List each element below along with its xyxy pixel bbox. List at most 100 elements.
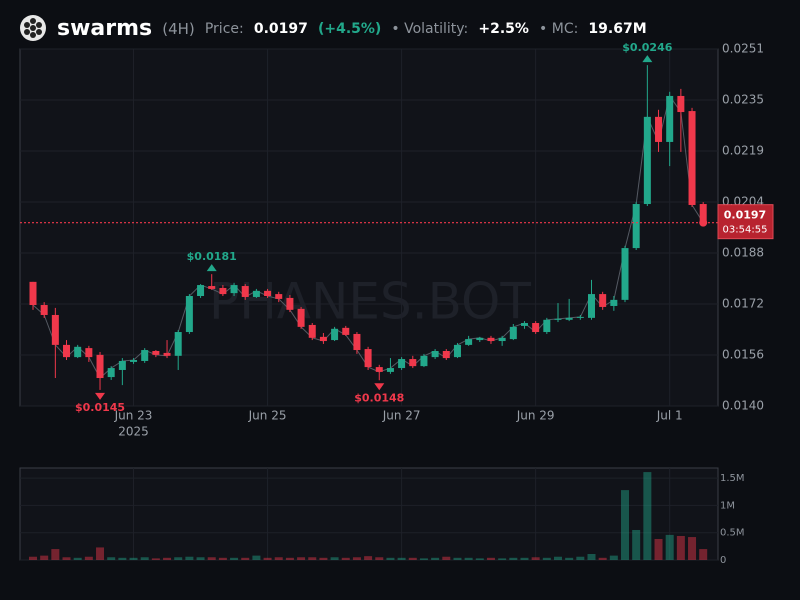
- volume-tick-label: 0.5M: [720, 528, 745, 539]
- candle-body: [375, 367, 383, 372]
- candle-body: [554, 318, 562, 320]
- volume-tick-label: 1.5M: [720, 473, 745, 484]
- volume-bar: [129, 557, 138, 560]
- x-tick-label: Jul 1: [656, 409, 683, 423]
- volume-bar: [174, 557, 183, 560]
- volume-bar: [553, 556, 562, 560]
- candle-body: [74, 346, 82, 358]
- volume-bar: [464, 557, 473, 560]
- candle-body: [319, 336, 327, 342]
- candle-body: [297, 308, 305, 327]
- annotation-arrow: [642, 55, 653, 63]
- annotation-label: $0.0148: [354, 391, 404, 404]
- volume-bar: [665, 534, 674, 560]
- volume-bar: [475, 558, 484, 560]
- interval: (4H): [162, 20, 195, 38]
- candle-body: [51, 314, 59, 345]
- annotation-arrow: [374, 383, 385, 391]
- candle-body: [230, 285, 238, 294]
- volume-tick-label: 1M: [720, 500, 735, 511]
- volume-bar: [263, 557, 272, 560]
- volume-bar: [419, 558, 428, 560]
- volume-bar: [531, 557, 540, 560]
- candle-body: [599, 294, 607, 307]
- candle-body: [543, 319, 551, 333]
- volume-bar: [241, 557, 250, 560]
- change: (+4.5%): [318, 21, 381, 37]
- candle-body: [576, 316, 584, 318]
- volume-bar: [676, 535, 685, 560]
- candle-body: [219, 287, 227, 295]
- volume-bar: [643, 472, 652, 560]
- header: swarms (4H) Price: 0.0197 (+4.5%) • Vola…: [57, 16, 647, 41]
- candle-body: [386, 368, 394, 372]
- y-tick-label: 0.0219: [722, 143, 764, 157]
- y-tick-label: 0.0172: [722, 297, 764, 311]
- y-tick-label: 0.0156: [722, 347, 764, 361]
- volume-bar: [140, 557, 149, 560]
- candle-body: [141, 350, 149, 361]
- volume-bar: [96, 547, 105, 560]
- volume-bar: [196, 557, 205, 560]
- year-label: 2025: [118, 425, 149, 439]
- volume-bar: [274, 557, 283, 560]
- x-tick-label: Jun 25: [248, 409, 287, 423]
- volume-bar: [151, 558, 160, 560]
- volume-bar: [520, 557, 529, 560]
- candle-body: [677, 95, 685, 113]
- candle-body: [197, 285, 205, 297]
- candle-body: [96, 354, 104, 379]
- candle-body: [63, 344, 71, 358]
- annotation-arrow: [206, 264, 217, 272]
- volume-panel: [19, 467, 719, 561]
- candle-body: [442, 351, 450, 359]
- candle-body: [29, 281, 37, 306]
- candle-body: [130, 360, 138, 362]
- volume-bar: [185, 556, 194, 560]
- volume-bar: [397, 557, 406, 560]
- symbol: swarms: [57, 16, 152, 41]
- candle-body: [264, 290, 272, 297]
- volume-bar: [431, 557, 440, 560]
- candle-body: [252, 290, 260, 297]
- y-tick-label: 0.0235: [722, 93, 764, 107]
- candle-body: [632, 204, 640, 249]
- x-tick-label: Jun 27: [382, 409, 421, 423]
- volume-bar: [73, 557, 82, 560]
- candle-body: [286, 297, 294, 310]
- volume-bar: [621, 490, 630, 560]
- candle-body: [185, 296, 193, 333]
- price-label: Price:: [205, 21, 244, 37]
- volume-bar: [29, 556, 37, 560]
- y-tick-label: 0.0251: [722, 42, 764, 56]
- volume-bar: [207, 557, 216, 560]
- volume-bar: [587, 553, 596, 560]
- volume-bar: [285, 557, 294, 560]
- candle-body: [308, 324, 316, 338]
- annotation-label: $0.0181: [187, 250, 237, 263]
- watermark: PHANES.BOT: [209, 273, 531, 331]
- volatility: +2.5%: [478, 21, 529, 37]
- y-tick-label: 0.0188: [722, 246, 764, 260]
- x-tick-label: Jun 23: [114, 409, 153, 423]
- volume-bar: [252, 555, 261, 560]
- volume-bar: [375, 557, 384, 560]
- candle-body: [532, 323, 540, 333]
- candle-body: [688, 111, 696, 205]
- volume-bar: [688, 537, 697, 560]
- volume-bar: [308, 557, 317, 560]
- volume-bar: [453, 557, 462, 560]
- candle-body: [353, 333, 361, 351]
- volume-bar: [609, 555, 618, 560]
- candle-body: [163, 352, 171, 356]
- volume-bar: [442, 556, 451, 560]
- volume-bar: [654, 538, 663, 560]
- candle-body: [331, 328, 339, 341]
- candle-body: [699, 204, 707, 223]
- volume-bar: [84, 556, 93, 560]
- price-tag: [717, 204, 774, 240]
- candle-body: [453, 344, 461, 358]
- candle-body: [666, 95, 674, 142]
- annotation-label: $0.0246: [622, 41, 672, 54]
- last-price-dot: [699, 218, 708, 227]
